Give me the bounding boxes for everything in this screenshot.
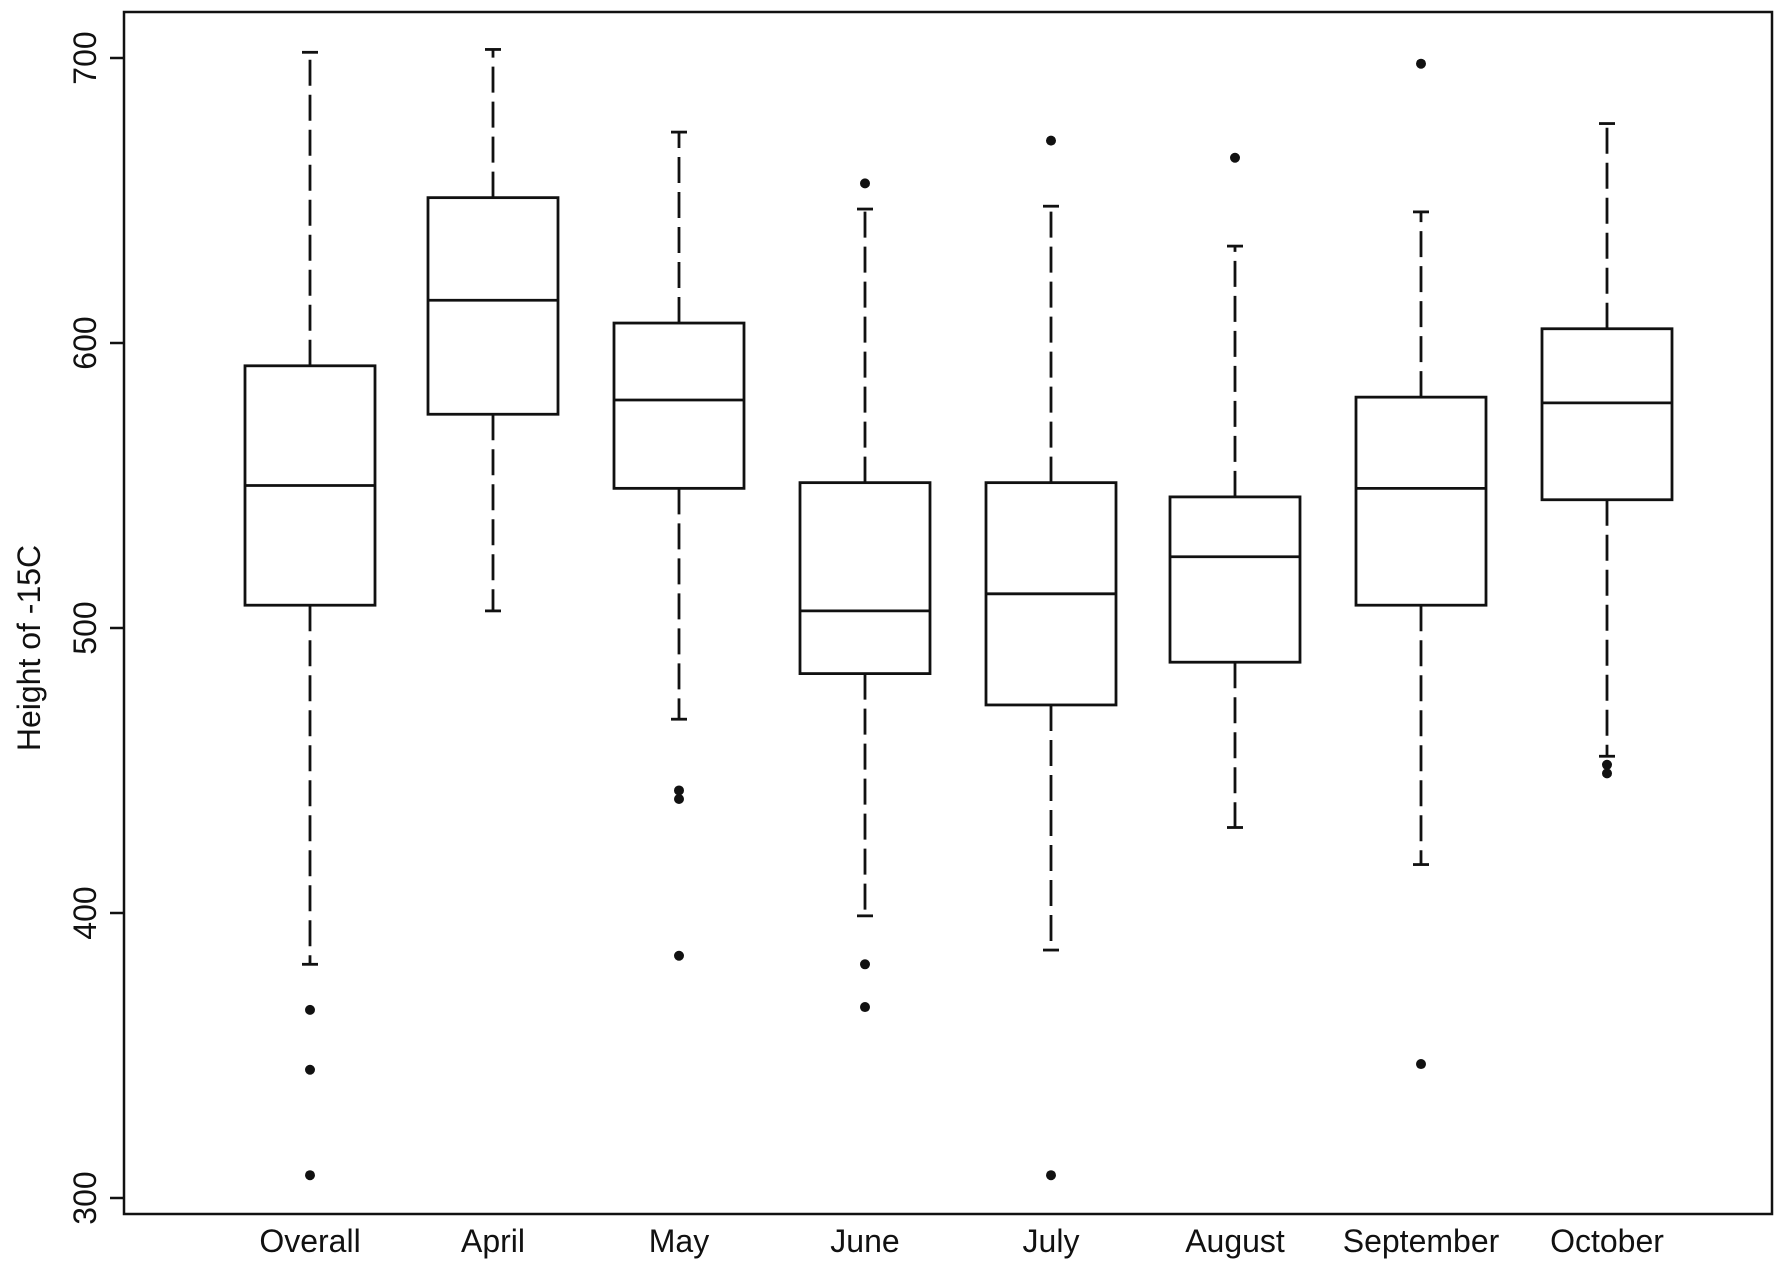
- y-tick-label: 300: [67, 1171, 103, 1224]
- y-tick-label: 400: [67, 886, 103, 939]
- box-may: [612, 130, 746, 961]
- outlier-point: [674, 950, 684, 961]
- outlier-point: [1046, 1170, 1056, 1181]
- box-april: [426, 48, 560, 613]
- y-tick-label: 500: [67, 601, 103, 654]
- outlier-point: [1046, 135, 1056, 146]
- interquartile-box: [1540, 327, 1674, 502]
- outlier-point: [1602, 759, 1612, 770]
- box-series: [243, 48, 1674, 1181]
- outlier-point: [1416, 58, 1426, 69]
- box-september: [1354, 58, 1488, 1070]
- box-june: [798, 178, 932, 1013]
- outlier-point: [1416, 1059, 1426, 1070]
- interquartile-box: [426, 196, 560, 416]
- interquartile-box: [1354, 395, 1488, 607]
- outlier-point: [674, 785, 684, 796]
- x-category-label: August: [1185, 1223, 1285, 1259]
- x-axis: Overall April May June July August September Oc…: [259, 1223, 1664, 1259]
- x-category-label: September: [1343, 1223, 1500, 1259]
- outlier-point: [305, 1064, 315, 1075]
- outlier-point: [674, 794, 684, 804]
- x-category-label: June: [830, 1223, 899, 1259]
- box-august: [1168, 152, 1302, 829]
- box-july: [984, 135, 1118, 1181]
- y-tick-label: 600: [67, 316, 103, 369]
- outlier-point: [860, 178, 870, 189]
- x-category-label: May: [649, 1223, 709, 1259]
- interquartile-box: [1168, 495, 1302, 664]
- y-axis-label: Height of -15C: [11, 545, 47, 751]
- x-category-label: July: [1023, 1223, 1080, 1259]
- outlier-point: [305, 1004, 315, 1015]
- outlier-point: [1230, 152, 1240, 163]
- x-category-label: Overall: [259, 1223, 360, 1259]
- outlier-point: [1602, 768, 1612, 779]
- box-overall: [243, 50, 377, 1181]
- outlier-point: [305, 1170, 315, 1181]
- interquartile-box: [612, 321, 746, 490]
- y-tick-label: 700: [67, 31, 103, 84]
- interquartile-box: [798, 481, 932, 675]
- plot-frame: [122, 10, 1774, 1216]
- outlier-point: [860, 959, 870, 970]
- x-category-label: April: [461, 1223, 525, 1259]
- box-october: [1540, 122, 1674, 779]
- outlier-point: [860, 1002, 870, 1013]
- x-category-label: October: [1550, 1223, 1664, 1259]
- y-axis: 300 400 500 600 700: [67, 31, 124, 1225]
